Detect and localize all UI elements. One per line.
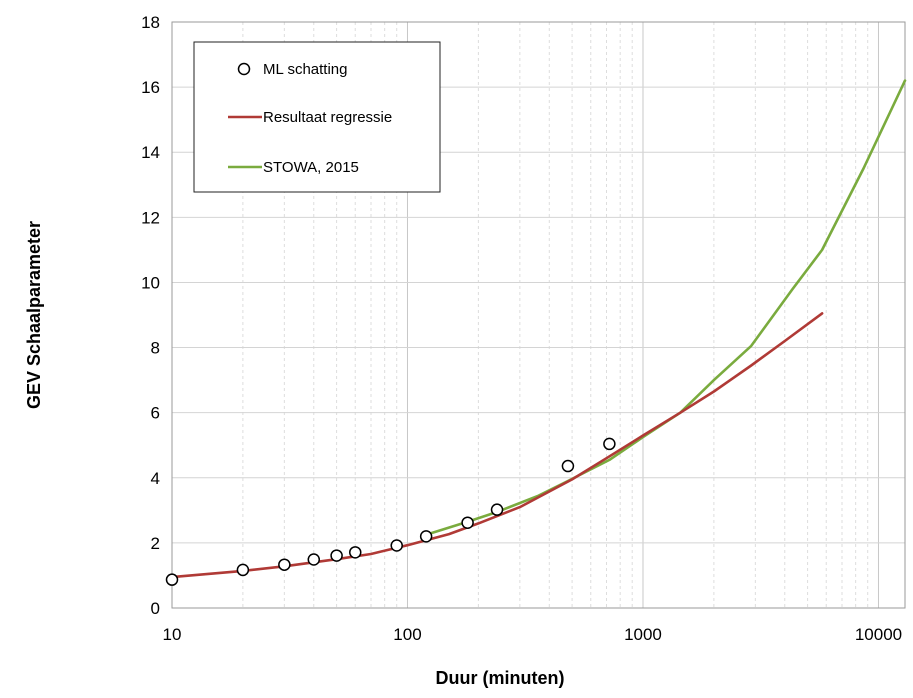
tick-labels: 10 100 1000 10000 0 2 4 6 8 10 12 14 16 18: [141, 13, 902, 644]
x-tick-label: 100: [393, 625, 421, 644]
x-tick-label: 10000: [855, 625, 902, 644]
y-axis-title: GEV Schaalparameter: [24, 221, 44, 409]
data-point-ml-schatting: [561, 459, 575, 473]
data-point-ml-schatting: [236, 563, 250, 577]
x-tick-label: 1000: [624, 625, 662, 644]
legend-label-ml-schatting: ML schatting: [263, 61, 348, 78]
data-point-ml-schatting: [603, 437, 616, 451]
legend-label-stowa-2015: STOWA, 2015: [263, 159, 359, 176]
y-tick-label: 12: [141, 208, 160, 227]
series-line-resultaat-regressie: [170, 312, 824, 579]
data-point-ml-schatting: [278, 558, 291, 571]
x-tick-label: 10: [163, 625, 182, 644]
legend-marker-ml-schatting: [237, 62, 251, 76]
data-point-ml-schatting: [307, 553, 321, 566]
y-tick-label: 0: [151, 599, 160, 618]
data-point-ml-schatting: [349, 546, 362, 559]
legend-label-resultaat-regressie: Resultaat regressie: [263, 109, 392, 126]
y-tick-label: 14: [141, 143, 160, 162]
y-tick-label: 18: [141, 13, 160, 32]
y-tick-label: 6: [151, 404, 160, 423]
series-line-stowa-2015: [424, 79, 907, 537]
y-tick-label: 16: [141, 78, 160, 97]
y-tick-label: 4: [151, 469, 160, 488]
data-point-ml-schatting: [461, 516, 474, 529]
data-point-ml-schatting: [165, 573, 179, 586]
y-tick-label: 2: [151, 534, 160, 553]
data-point-ml-schatting: [419, 530, 433, 543]
data-point-ml-schatting: [390, 539, 403, 552]
plot-area-frame: [171, 21, 906, 609]
series-layer: [165, 79, 907, 586]
legend: ML schatting Resultaat regressie STOWA, …: [193, 41, 441, 193]
y-tick-label: 10: [141, 273, 160, 292]
data-point-ml-schatting: [330, 549, 343, 562]
data-point-ml-schatting: [490, 503, 504, 516]
x-axis-title: Duur (minuten): [436, 668, 565, 688]
y-tick-label: 8: [151, 339, 160, 358]
